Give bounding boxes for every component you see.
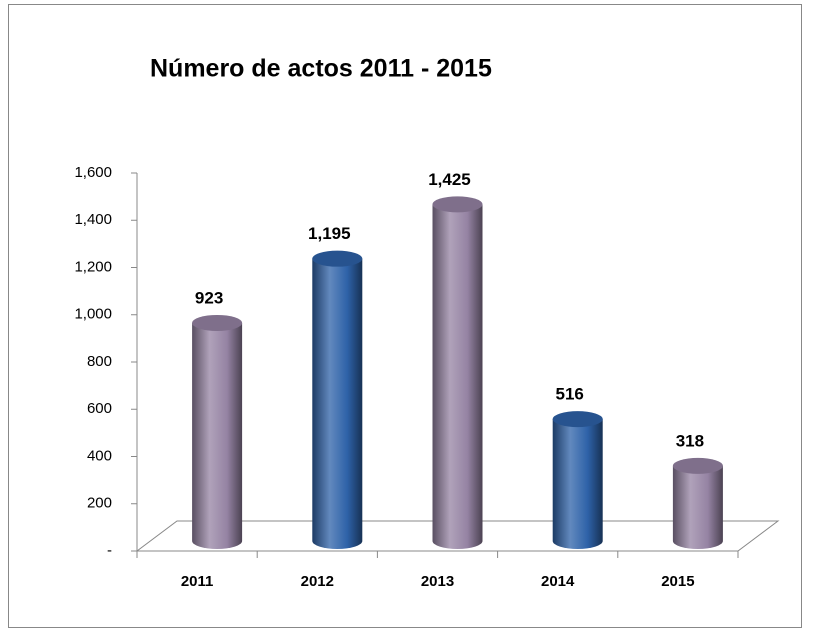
value-label: 516 [556,385,584,404]
cylinder-body [192,322,243,549]
cylinder-top [432,196,483,213]
x-tick-label: 2013 [421,573,454,590]
x-tick-label: 2015 [661,573,694,590]
chart-title: Número de actos 2011 - 2015 [150,55,492,83]
cylinder-top [672,457,723,474]
y-tick-label: - [107,542,112,559]
y-tick-label: 400 [87,447,112,464]
x-tick-label: 2012 [301,573,334,590]
y-tick-label: 600 [87,400,112,417]
y-tick-label: 1,400 [74,211,112,228]
x-tick-label: 2011 [181,573,214,590]
y-tick-label: 800 [87,353,112,370]
value-label: 1,425 [428,170,471,189]
cylinder-body [432,204,483,549]
y-tick-label: 200 [87,495,112,512]
cylinder-top [552,411,603,428]
y-tick-label: 1,000 [74,306,112,323]
value-label: 318 [676,431,704,450]
value-label: 923 [195,288,223,307]
cylinder-body [552,419,603,549]
x-tick-label: 2014 [541,573,575,590]
cylinder-body [672,465,723,549]
y-tick-label: 1,200 [74,258,112,275]
y-tick-label: 1,600 [74,164,112,181]
cylinder-top [312,250,363,267]
value-label: 1,195 [308,224,351,243]
cylinder-body [312,258,363,549]
cylinder-top [192,314,243,331]
